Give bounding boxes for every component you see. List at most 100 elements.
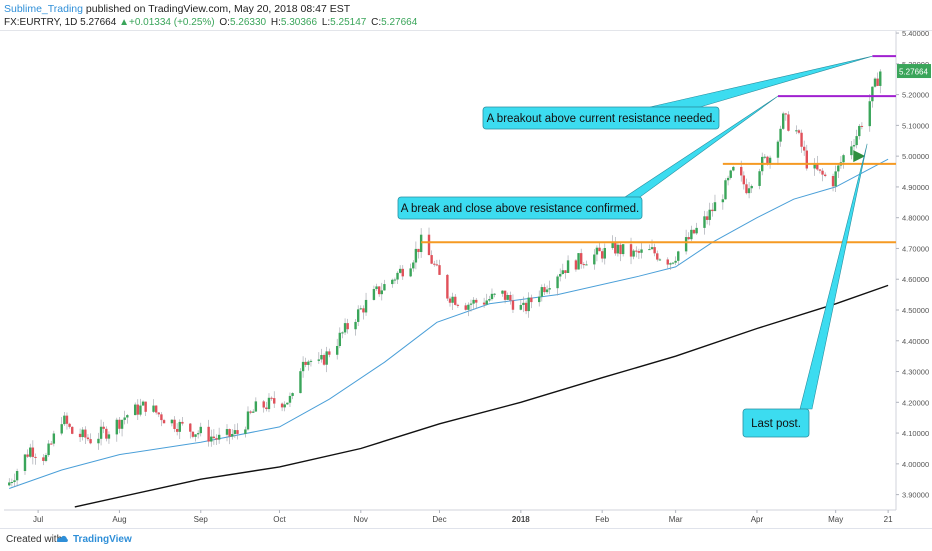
candle[interactable] [818,169,822,171]
candle[interactable] [448,298,452,303]
candle[interactable] [123,417,126,420]
candle[interactable] [433,263,436,265]
candle[interactable] [44,455,48,461]
candle[interactable] [354,321,357,330]
candle[interactable] [60,424,63,434]
candle[interactable] [530,297,533,303]
candle[interactable] [779,128,782,142]
candle[interactable] [850,146,853,156]
candle[interactable] [372,289,376,300]
candle[interactable] [133,404,137,416]
candle[interactable] [335,346,339,355]
candle[interactable] [616,244,620,254]
candle[interactable] [758,171,761,186]
candle[interactable] [291,393,294,396]
symbol-label[interactable]: FX:EURTRY, 1D [4,17,78,28]
candle[interactable] [307,361,310,365]
candle[interactable] [656,253,659,260]
candle[interactable] [225,429,229,435]
candle[interactable] [286,402,289,405]
candle[interactable] [262,401,265,408]
candle[interactable] [750,185,753,189]
candle[interactable] [703,216,706,228]
candle[interactable] [50,443,53,445]
candle[interactable] [254,401,258,412]
candle[interactable] [427,234,431,256]
candle[interactable] [414,248,418,263]
candle[interactable] [265,407,268,410]
candle[interactable] [503,290,507,300]
callout-box[interactable] [482,106,720,130]
candle[interactable] [595,247,599,255]
candle[interactable] [648,249,651,251]
candle[interactable] [614,242,617,254]
candle[interactable] [280,403,284,408]
tradingview-logo-icon[interactable] [55,532,69,546]
candle[interactable] [781,113,785,129]
candle[interactable] [763,156,767,158]
candle[interactable] [724,180,727,200]
candle[interactable] [215,438,218,440]
candle[interactable] [593,254,596,265]
candle[interactable] [375,286,378,290]
candle[interactable] [598,247,601,252]
candle[interactable] [212,436,216,439]
candle[interactable] [454,296,457,305]
candle[interactable] [244,429,247,434]
candle[interactable] [89,439,92,444]
candle[interactable] [545,289,549,293]
candle[interactable] [871,86,874,102]
candle[interactable] [577,253,580,270]
candle[interactable] [879,71,882,86]
candle[interactable] [674,260,677,263]
candle[interactable] [136,404,139,415]
candle[interactable] [246,411,250,430]
candle[interactable] [740,166,743,176]
candle[interactable] [65,415,69,424]
candle[interactable] [511,300,515,310]
candle[interactable] [99,426,103,439]
candle[interactable] [71,426,74,434]
candle[interactable] [160,414,163,421]
candle[interactable] [475,299,478,303]
candle[interactable] [343,323,347,333]
candle[interactable] [653,247,656,254]
candle[interactable] [362,308,365,313]
candle[interactable] [747,188,751,194]
candle[interactable] [393,279,397,281]
candle[interactable] [152,405,155,412]
candle[interactable] [677,251,680,261]
candle[interactable] [469,303,473,305]
candle[interactable] [456,304,460,306]
candle[interactable] [813,163,816,169]
candle[interactable] [868,101,871,127]
candle[interactable] [524,302,528,312]
candle[interactable] [338,332,342,347]
candle[interactable] [81,429,84,438]
candle[interactable] [522,302,525,305]
candle[interactable] [732,166,735,171]
candle[interactable] [84,429,87,438]
candle[interactable] [729,170,732,178]
candle[interactable] [467,304,470,310]
candle[interactable] [834,171,837,187]
candle[interactable] [742,175,746,185]
candle[interactable] [435,264,439,266]
candle[interactable] [600,251,604,259]
candle[interactable] [493,293,496,295]
candle[interactable] [233,430,237,434]
candle[interactable] [585,264,588,266]
candle[interactable] [632,250,635,257]
candle[interactable] [97,438,100,444]
candle[interactable] [13,480,16,483]
candle[interactable] [191,431,195,437]
candle[interactable] [842,155,845,163]
candle[interactable] [23,454,27,471]
candle[interactable] [320,355,323,360]
candle[interactable] [629,244,633,257]
candle[interactable] [519,304,523,310]
candle[interactable] [876,78,879,86]
candle[interactable] [120,419,124,429]
candle[interactable] [301,361,305,372]
candle[interactable] [538,296,541,303]
